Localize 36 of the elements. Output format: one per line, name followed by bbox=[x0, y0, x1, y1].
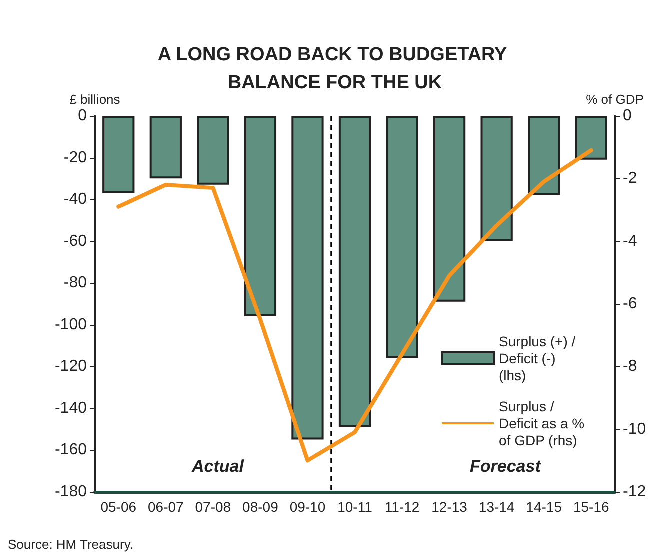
y-axis-title: £ billions bbox=[70, 92, 121, 107]
y-tick-label: -120 bbox=[54, 358, 88, 376]
legend-label: Surplus (+) / Deficit (-) (lhs) bbox=[499, 334, 580, 384]
annotation: Forecast bbox=[470, 457, 542, 476]
y2-tick-label: -8 bbox=[623, 358, 638, 376]
source-note: Source: HM Treasury. bbox=[8, 537, 134, 552]
x-tick-label: 06-07 bbox=[148, 499, 184, 515]
x-tick-label: 15-16 bbox=[573, 499, 610, 515]
y-tick-label: -80 bbox=[64, 274, 88, 292]
chart-title: A LONG ROAD BACK TO BUDGETARY BALANCE FOR THE UK bbox=[158, 44, 512, 94]
y-tick-label: -160 bbox=[54, 442, 88, 459]
y2-tick-label: -4 bbox=[623, 232, 638, 250]
x-tick-label: 14-15 bbox=[526, 499, 562, 515]
x-tick-label: 08-09 bbox=[242, 499, 279, 515]
y2-tick-label: -6 bbox=[623, 296, 638, 312]
y-tick-label: -40 bbox=[64, 191, 88, 208]
y-tick-label: -100 bbox=[54, 316, 88, 334]
annotation: Actual bbox=[191, 457, 246, 476]
x-tick-label: 07-08 bbox=[195, 499, 232, 515]
y-tick-label: -180 bbox=[54, 484, 88, 500]
x-tick-label: 12-13 bbox=[432, 499, 468, 515]
y2-tick-label: -2 bbox=[623, 170, 638, 188]
x-tick-label: 11-12 bbox=[384, 499, 420, 515]
y-tick-label: -20 bbox=[64, 149, 88, 166]
y-tick-label: -60 bbox=[64, 232, 88, 250]
y2-tick-label: 0 bbox=[623, 108, 632, 124]
x-tick-label: 10-11 bbox=[338, 499, 373, 515]
y2-tick-label: -12 bbox=[623, 484, 646, 500]
x-tick-label: 09-10 bbox=[290, 499, 326, 515]
y-tick-label: 0 bbox=[78, 108, 88, 124]
x-tick-label: 13-14 bbox=[478, 499, 515, 515]
y2-axis-title: % of GDP bbox=[586, 92, 644, 107]
y-tick-label: -140 bbox=[54, 400, 88, 417]
legend-label: Surplus / Deficit as a % of GDP (rhs) bbox=[499, 398, 588, 448]
x-tick-label: 05-06 bbox=[100, 499, 137, 515]
y2-tick-label: -10 bbox=[623, 420, 646, 438]
